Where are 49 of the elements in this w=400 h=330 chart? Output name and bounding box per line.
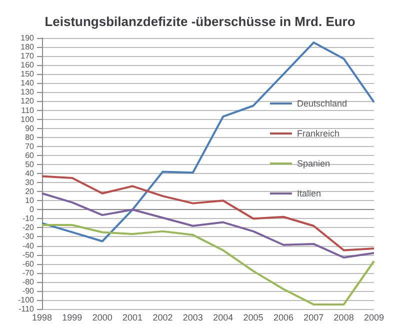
- x-tick-label: 2002: [152, 312, 173, 322]
- y-tick-label: -20: [22, 223, 35, 232]
- y-tick-label: -40: [22, 241, 35, 250]
- legend-label: Deutschland: [296, 98, 348, 108]
- y-tick-label: 0: [30, 205, 35, 214]
- y-tick-label: 70: [25, 142, 35, 151]
- x-tick-label: 1998: [32, 312, 52, 322]
- y-tick-label: 120: [20, 96, 35, 106]
- y-tick-label: -60: [22, 259, 35, 268]
- y-tick-label: -100: [18, 295, 35, 304]
- y-tick-label: 170: [20, 52, 35, 61]
- y-tick-label: 110: [21, 106, 35, 115]
- x-tick-label: 2000: [92, 312, 112, 322]
- y-tick-label: -90: [22, 286, 35, 296]
- x-tick-label: 1999: [62, 312, 82, 322]
- y-tick-label: 90: [25, 124, 35, 133]
- y-tick-label: -50: [22, 250, 35, 260]
- x-tick-label: 2004: [213, 312, 234, 322]
- y-tick-label: 10: [25, 196, 35, 206]
- y-tick-label: -110: [18, 304, 35, 314]
- y-tick-label: 140: [20, 78, 35, 88]
- y-tick-label: 100: [20, 114, 35, 124]
- y-tick-label: -10: [22, 214, 35, 224]
- y-tick-label: 180: [20, 42, 35, 52]
- x-tick-label: 2006: [273, 312, 294, 322]
- x-tick-label: 2003: [182, 312, 203, 322]
- legend-label: Italien: [296, 188, 321, 198]
- x-tick-label: 2005: [243, 312, 264, 322]
- x-tick-label: 2008: [334, 312, 354, 322]
- y-tick-label: 160: [20, 60, 35, 70]
- y-tick-label: -30: [22, 232, 35, 242]
- line-series: [41, 224, 375, 306]
- y-tick-label: 40: [25, 169, 35, 178]
- legend-label: Spanien: [296, 158, 330, 168]
- y-tick-label: 80: [25, 132, 35, 142]
- y-tick-label: 130: [20, 88, 35, 97]
- y-tick-label: -80: [22, 277, 35, 286]
- y-tick-label: 30: [25, 178, 35, 188]
- y-tick-label: -70: [22, 268, 35, 278]
- y-tick-label: 150: [20, 70, 35, 79]
- y-tick-label: 50: [25, 160, 35, 169]
- y-tick-label: 20: [25, 187, 35, 196]
- x-tick-label: 2009: [364, 312, 384, 322]
- chart-title: Leistungsbilanzdefizite -überschüsse in Mrd. Euro: [44, 14, 356, 29]
- legend-label: Frankreich: [296, 128, 340, 138]
- y-tick-label: 190: [20, 34, 35, 42]
- x-tick-label: 2001: [122, 312, 143, 322]
- y-tick-label: 60: [25, 150, 35, 160]
- x-tick-label: 2007: [304, 312, 324, 322]
